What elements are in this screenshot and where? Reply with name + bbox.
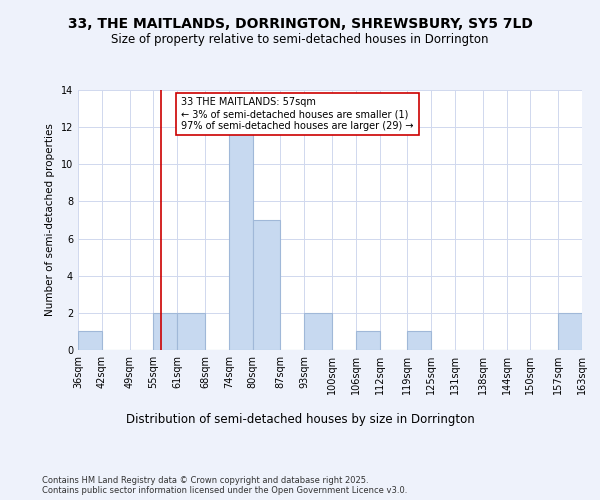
Bar — [78, 332, 102, 350]
Bar — [304, 313, 332, 350]
Text: Contains HM Land Registry data © Crown copyright and database right 2025.
Contai: Contains HM Land Registry data © Crown c… — [42, 476, 407, 495]
Bar — [253, 220, 280, 350]
Text: Distribution of semi-detached houses by size in Dorrington: Distribution of semi-detached houses by … — [125, 412, 475, 426]
Bar — [407, 332, 431, 350]
Bar — [356, 332, 380, 350]
Bar — [154, 313, 177, 350]
Text: 33, THE MAITLANDS, DORRINGTON, SHREWSBURY, SY5 7LD: 33, THE MAITLANDS, DORRINGTON, SHREWSBUR… — [68, 18, 532, 32]
Text: Size of property relative to semi-detached houses in Dorrington: Size of property relative to semi-detach… — [111, 32, 489, 46]
Y-axis label: Number of semi-detached properties: Number of semi-detached properties — [45, 124, 55, 316]
Text: 33 THE MAITLANDS: 57sqm
← 3% of semi-detached houses are smaller (1)
97% of semi: 33 THE MAITLANDS: 57sqm ← 3% of semi-det… — [181, 98, 413, 130]
Bar — [229, 127, 253, 350]
Bar — [558, 313, 582, 350]
Bar — [177, 313, 205, 350]
